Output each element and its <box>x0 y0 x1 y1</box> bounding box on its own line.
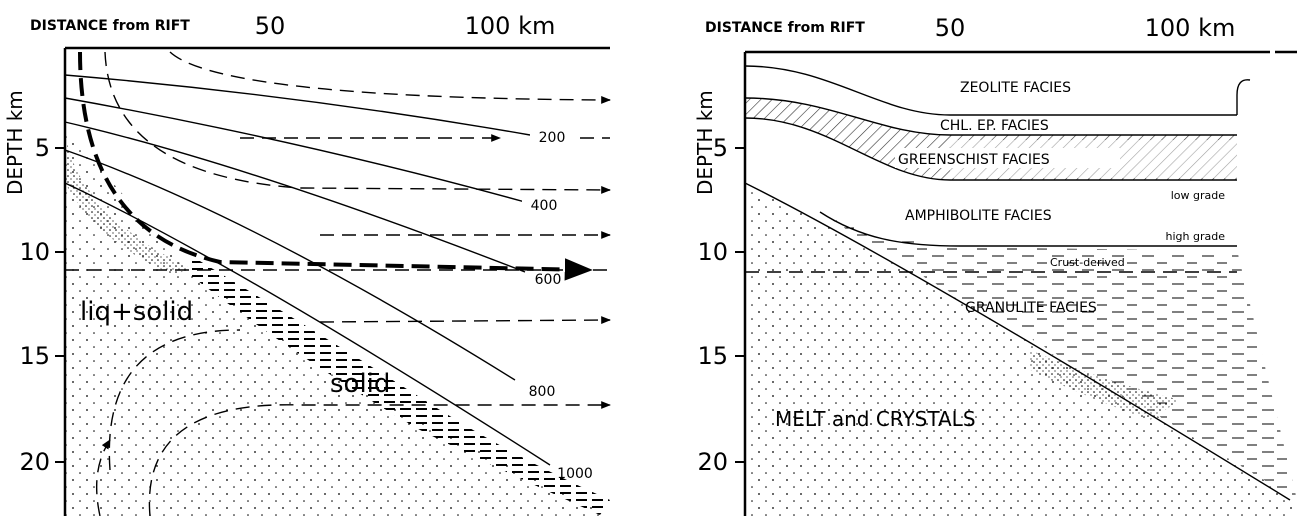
facies-label: CHL. EP. FACIES <box>940 118 1049 134</box>
left-panel: DISTANCE from RIFT 50 100 km DEPTH km 5 … <box>3 12 611 516</box>
isotherm-label: 800 <box>529 384 556 400</box>
grade-label: low grade <box>1171 189 1226 202</box>
y-tick-label: 10 <box>19 238 50 266</box>
isotherm-label: 600 <box>535 272 562 288</box>
isotherm <box>64 97 526 203</box>
x-axis-label: DISTANCE from RIFT <box>705 20 865 36</box>
y-tick-label: 15 <box>697 342 728 370</box>
isotherm <box>64 149 516 381</box>
isotherm-label: 400 <box>531 198 558 214</box>
flow-line <box>148 401 611 516</box>
solidus <box>64 182 551 466</box>
main-flow-line <box>78 51 593 281</box>
isotherm-label: 1000 <box>557 466 593 482</box>
y-axis-label: DEPTH km <box>693 90 717 195</box>
facies-label: GREENSCHIST FACIES <box>898 152 1050 168</box>
label-bg <box>930 116 1080 133</box>
dense-stipple <box>1030 350 1180 420</box>
isotherm <box>64 74 531 136</box>
y-tick-label: 20 <box>697 448 728 476</box>
isotherm <box>64 121 526 273</box>
facies-label: Crust-derived <box>1050 256 1125 269</box>
x-axis-label: DISTANCE from RIFT <box>30 18 190 34</box>
facies-label: ZEOLITE FACIES <box>960 80 1071 96</box>
flow-line <box>169 51 611 104</box>
facies-boundary <box>744 97 1237 136</box>
grade-label: high grade <box>1166 230 1226 243</box>
flow-line <box>95 439 111 516</box>
right-panel: DISTANCE from RIFT 50 100 km DEPTH km 5 … <box>693 14 1297 516</box>
facies-label: AMPHIBOLITE FACIES <box>905 208 1052 224</box>
label-bg <box>522 196 566 214</box>
facies-boundary <box>744 65 1237 116</box>
y-axis-label: DEPTH km <box>3 90 27 195</box>
facies-label: GRANULITE FACIES <box>965 300 1097 316</box>
y-tick-label: 15 <box>19 342 50 370</box>
y-tick-label: 5 <box>713 134 728 162</box>
depth-ticks <box>55 147 65 463</box>
isotherm-label: 200 <box>539 130 566 146</box>
region-label: MELT and CRYSTALS <box>775 407 976 431</box>
margin-curve <box>1236 79 1251 115</box>
y-tick-label: 5 <box>35 134 50 162</box>
x-tick-label: 100 km <box>1145 14 1236 42</box>
flow-line <box>319 316 611 324</box>
region-label: solid <box>330 369 390 399</box>
depth-ticks <box>735 147 745 463</box>
facies-boundary <box>744 117 1237 181</box>
granulite-pattern <box>820 212 1297 500</box>
x-tick-label: 50 <box>935 14 966 42</box>
dense-stipple <box>65 130 190 275</box>
region-label: liq+solid <box>80 297 193 327</box>
x-tick-label: 50 <box>255 12 286 40</box>
melt-stipple <box>745 183 1297 516</box>
flow-line <box>104 51 611 194</box>
x-tick-label: 100 km <box>465 12 556 40</box>
y-tick-label: 10 <box>697 238 728 266</box>
melt-boundary <box>744 182 1291 501</box>
facies-boundary <box>819 211 1237 247</box>
solidus-hatch <box>190 255 610 515</box>
label-bg <box>530 128 574 146</box>
y-tick-label: 20 <box>19 448 50 476</box>
flow-line <box>108 329 241 471</box>
label-bg <box>895 148 1120 168</box>
